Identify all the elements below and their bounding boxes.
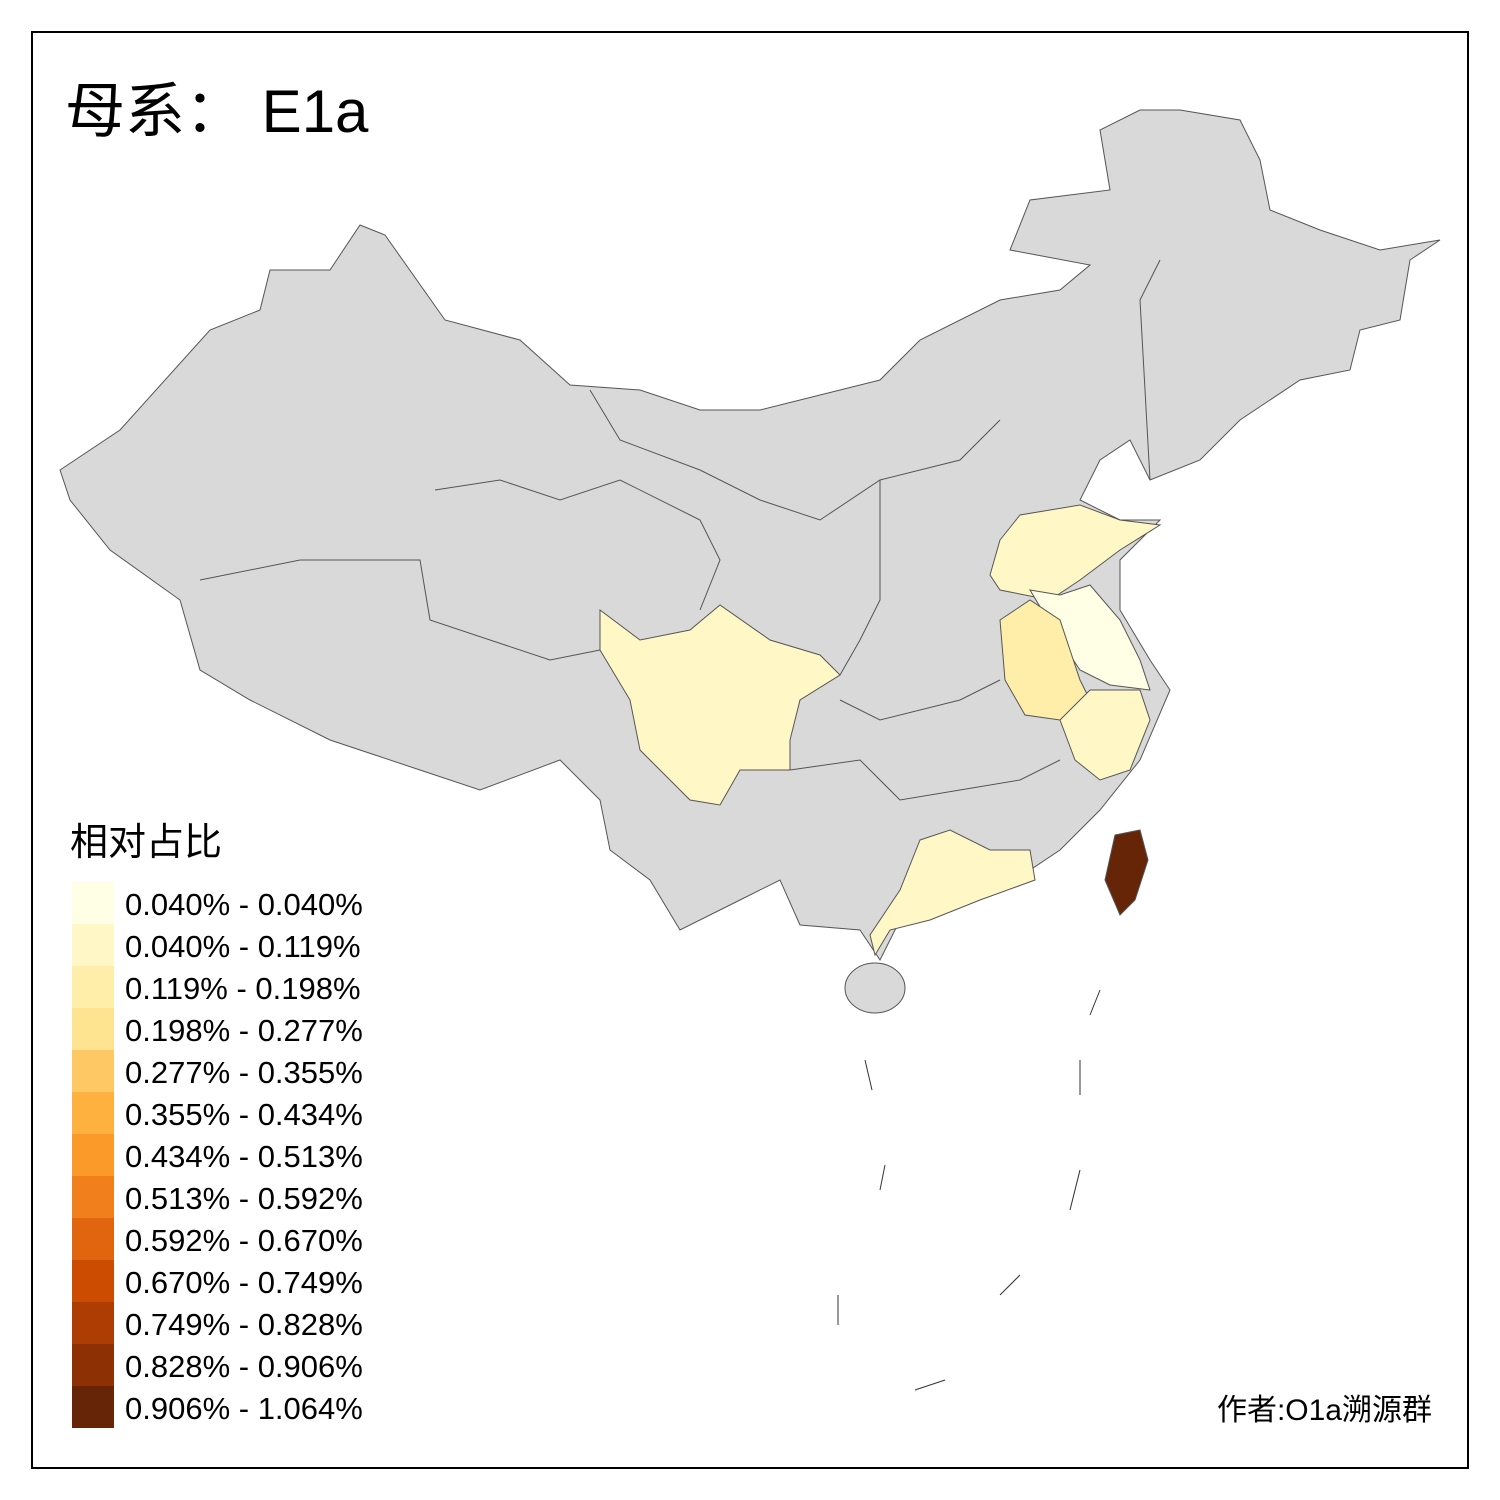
shandong xyxy=(989,504,1162,601)
author-note: 作者:O1a溯源群 xyxy=(1217,1394,1432,1427)
legend-swatch xyxy=(72,1092,114,1134)
legend-label: 0.040% - 0.119% xyxy=(125,929,361,964)
legend-label: 0.592% - 0.670% xyxy=(125,1223,363,1258)
sichuan xyxy=(599,604,841,806)
legend: 0.040% - 0.040% 0.040% - 0.119% 0.119% - 0… xyxy=(72,882,363,1428)
island-line xyxy=(914,1379,946,1391)
legend-label: 0.040% - 0.040% xyxy=(125,887,363,922)
legend-label: 0.119% - 0.198% xyxy=(125,971,361,1006)
legend-label: 0.277% - 0.355% xyxy=(125,1055,363,1090)
legend-label: 0.749% - 0.828% xyxy=(125,1307,363,1342)
legend-title: 相对占比 xyxy=(70,822,222,864)
legend-swatch xyxy=(72,1302,114,1344)
legend-label: 0.828% - 0.906% xyxy=(125,1349,363,1384)
legend-swatch xyxy=(72,882,114,924)
legend-label: 0.670% - 0.749% xyxy=(125,1265,363,1300)
legend-swatch xyxy=(72,924,114,966)
island-line xyxy=(879,1164,886,1191)
island-line xyxy=(1089,989,1101,1016)
legend-swatch xyxy=(72,1134,114,1176)
legend-swatch xyxy=(72,1260,114,1302)
map xyxy=(59,109,1441,1391)
guangdong xyxy=(869,829,1036,957)
province-border xyxy=(434,479,721,611)
province-border xyxy=(789,759,1061,801)
legend-label: 0.906% - 1.064% xyxy=(125,1391,363,1426)
legend-swatch xyxy=(72,1008,114,1050)
legend-swatch xyxy=(72,1386,114,1428)
legend-label: 0.434% - 0.513% xyxy=(125,1139,363,1174)
map-title: 母系： E1a xyxy=(65,78,369,145)
legend-label: 0.198% - 0.277% xyxy=(125,1013,363,1048)
province-border xyxy=(199,559,601,661)
island-line xyxy=(999,1274,1021,1296)
island-line xyxy=(864,1059,873,1091)
taiwan xyxy=(1104,829,1149,916)
legend-swatch xyxy=(72,1176,114,1218)
province-border xyxy=(589,389,1001,521)
province-border xyxy=(839,480,881,676)
legend-swatch xyxy=(72,1050,114,1092)
zhejiang xyxy=(1059,689,1151,781)
legend-label: 0.355% - 0.434% xyxy=(125,1097,363,1132)
province-border xyxy=(1139,259,1161,481)
province-border xyxy=(839,679,1001,721)
legend-swatch xyxy=(72,1218,114,1260)
legend-swatch xyxy=(72,966,114,1008)
hainan xyxy=(844,962,906,1014)
legend-swatch xyxy=(72,1344,114,1386)
legend-label: 0.513% - 0.592% xyxy=(125,1181,363,1216)
island-line xyxy=(1069,1169,1081,1211)
